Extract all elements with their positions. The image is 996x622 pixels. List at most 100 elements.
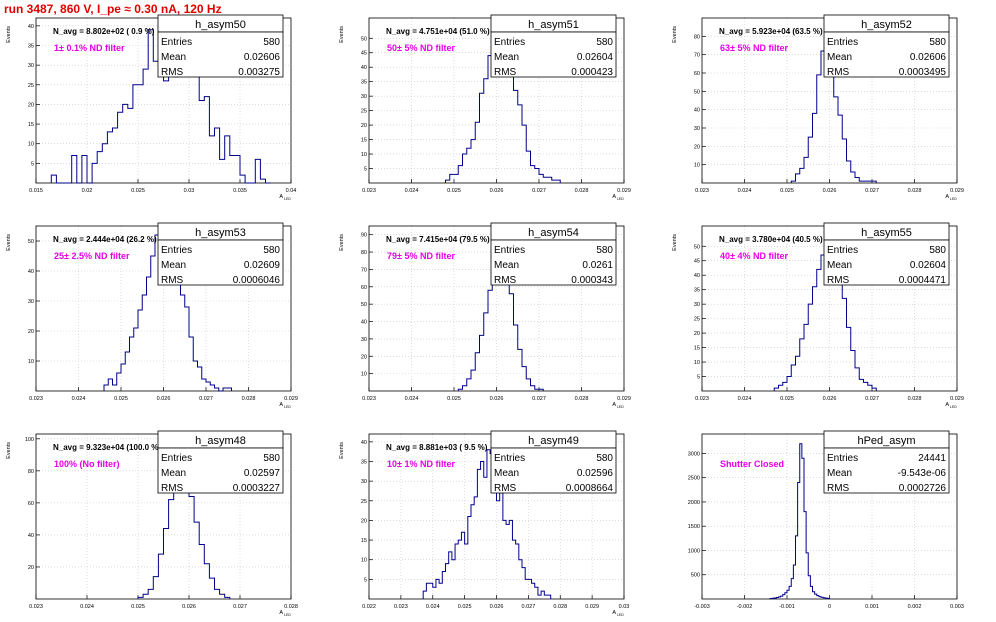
- x-tick-label: 0.025: [131, 604, 145, 610]
- x-axis-title: A: [612, 194, 616, 200]
- y-tick-label: 40: [28, 533, 34, 539]
- stat-value-entries: 580: [596, 245, 613, 256]
- stats-box: [490, 447, 617, 494]
- x-tick-label: 0.04: [286, 188, 297, 194]
- panel-h_asym55: 0.023 0.024 0.025 0.026 0.027 0.028 0.029 5 10 15…: [672, 222, 964, 409]
- panel-h_asym50: 0.015 0.02 0.025 0.03 0.035 0.04 5 10 15 20 25 30 35…: [6, 14, 297, 201]
- x-tick-label: 0.027: [521, 604, 535, 610]
- stat-value-rms: 0.0004471: [899, 275, 947, 286]
- navg-label: N_avg = 8.802e+02 ( 0.9 %): [53, 27, 155, 36]
- y-tick-label: 50: [694, 89, 700, 95]
- stat-value-rms: 0.0006046: [233, 275, 281, 286]
- filter-label: 25± 2.5% ND filter: [54, 251, 130, 261]
- x-tick-label: 0.027: [233, 604, 247, 610]
- y-tick-label: 20: [694, 144, 700, 150]
- stat-value-entries: 580: [929, 37, 946, 48]
- filter-label: 10± 1% ND filter: [387, 459, 455, 469]
- x-tick-label: 0.023: [695, 188, 709, 194]
- stats-title: h_asym48: [195, 435, 246, 447]
- x-tick-label: 0.024: [738, 188, 752, 194]
- stats-box: [823, 447, 950, 494]
- y-tick-label: 50: [361, 302, 367, 308]
- histogram-bars: [769, 443, 830, 600]
- stat-label-entries: Entries: [494, 245, 525, 256]
- x-tick-label: 0.029: [284, 396, 298, 402]
- stats-box: [490, 31, 617, 78]
- panel-h_asym49: 0.022 0.023 0.024 0.025 0.026 0.027 0.028 0.029…: [339, 430, 630, 617]
- y-tick-label: 60: [28, 501, 34, 507]
- filter-label: 40± 4% ND filter: [720, 251, 788, 261]
- stat-label-mean: Mean: [827, 468, 852, 479]
- y-tick-label: 30: [28, 63, 34, 69]
- stat-label-rms: RMS: [494, 67, 517, 78]
- x-axis-title: A: [279, 194, 283, 200]
- stat-label-entries: Entries: [827, 245, 858, 256]
- x-tick-label: -0.001: [779, 604, 795, 610]
- x-tick-label: 0.025: [114, 396, 128, 402]
- y-tick-label: 80: [361, 250, 367, 256]
- stat-label-rms: RMS: [161, 67, 184, 78]
- stat-value-entries: 580: [263, 37, 280, 48]
- stats-box: [823, 31, 950, 78]
- stat-value-mean: -9.543e-06: [898, 468, 947, 479]
- stat-label-mean: Mean: [827, 52, 852, 63]
- stats-box: [157, 239, 284, 286]
- y-tick-label: 15: [361, 538, 367, 544]
- y-tick-label: 50: [28, 239, 34, 245]
- stat-value-mean: 0.02597: [244, 468, 281, 479]
- x-tick-label: 0.025: [780, 396, 794, 402]
- stats-box: [823, 239, 950, 286]
- x-tick-label: 0.026: [157, 396, 171, 402]
- x-tick-label: 0.03: [184, 188, 195, 194]
- x-tick-label: 0.03: [619, 604, 630, 610]
- y-tick-label: 20: [28, 565, 34, 571]
- x-tick-label: 0.002: [908, 604, 922, 610]
- y-tick-label: 10: [694, 163, 700, 169]
- stats-title: hPed_asym: [857, 435, 915, 447]
- x-tick-label: 0.028: [242, 396, 256, 402]
- y-tick-label: 60: [694, 71, 700, 77]
- stat-label-entries: Entries: [161, 37, 192, 48]
- stat-value-entries: 580: [263, 245, 280, 256]
- y-axis-title: Events: [672, 26, 678, 43]
- stat-label-rms: RMS: [494, 275, 517, 286]
- x-tick-label: 0.035: [233, 188, 247, 194]
- x-tick-label: 0.001: [865, 604, 879, 610]
- x-tick-label: 0.024: [72, 396, 86, 402]
- y-tick-label: 2500: [688, 476, 700, 482]
- stat-value-entries: 580: [929, 245, 946, 256]
- stat-value-rms: 0.0008664: [566, 483, 614, 494]
- stats-title: h_asym49: [528, 435, 579, 447]
- stat-label-rms: RMS: [494, 483, 517, 494]
- stat-value-entries: 580: [263, 453, 280, 464]
- stat-label-mean: Mean: [494, 260, 519, 271]
- y-tick-label: 500: [691, 573, 700, 579]
- stat-value-rms: 0.000343: [571, 275, 613, 286]
- x-tick-label: 0: [828, 604, 831, 610]
- navg-label: N_avg = 7.415e+04 (79.5 %): [386, 235, 490, 244]
- y-tick-label: 10: [28, 142, 34, 148]
- stat-label-rms: RMS: [161, 275, 184, 286]
- stat-value-mean: 0.02606: [244, 52, 281, 63]
- stat-value-mean: 0.02604: [577, 52, 614, 63]
- x-tick-label: 0.023: [394, 604, 408, 610]
- filter-label: 63± 5% ND filter: [720, 43, 788, 53]
- x-tick-label: 0.028: [284, 604, 298, 610]
- y-tick-label: 30: [694, 302, 700, 308]
- x-tick-label: 0.029: [585, 604, 599, 610]
- y-tick-label: 25: [28, 83, 34, 89]
- x-tick-label: 0.029: [950, 188, 964, 194]
- x-axis-title: A: [612, 402, 616, 408]
- y-tick-label: 10: [28, 359, 34, 365]
- y-tick-label: 5: [364, 167, 367, 173]
- y-tick-label: 35: [361, 460, 367, 466]
- x-tick-label: 0.028: [575, 188, 589, 194]
- x-axis-title: A: [279, 402, 283, 408]
- x-axis-title-sub: LED: [284, 613, 291, 617]
- stats-title: h_asym53: [195, 227, 246, 239]
- x-tick-label: 0.028: [908, 396, 922, 402]
- navg-label: N_avg = 2.444e+04 (26.2 %): [53, 235, 157, 244]
- y-tick-label: 1500: [688, 524, 700, 530]
- x-tick-label: 0.023: [362, 188, 376, 194]
- x-tick-label: 0.025: [447, 188, 461, 194]
